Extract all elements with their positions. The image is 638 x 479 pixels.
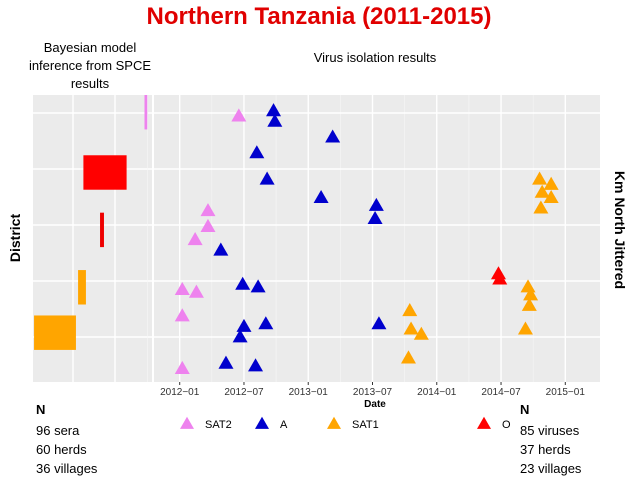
left-title-line-1: Bayesian model [44,40,137,55]
x-tick-label: 2014−01 [417,387,457,398]
legend-label-o: O [502,419,511,431]
x-tick-label: 2014−07 [481,387,521,398]
point-a [325,129,341,143]
point-a [368,197,384,211]
district-axis-label: District [7,214,23,263]
y-axis-label: Km North Jittered [612,171,628,289]
x-axis-ticks: 2012−01 2012−07 2013−01 2013−07 2014−01 2014−… [160,382,585,398]
point-sat2 [200,203,216,217]
x-axis-label: Date [364,399,386,410]
district-bars [34,95,148,350]
x-tick-label: 2013−01 [289,387,329,398]
point-sat1 [543,176,559,190]
point-sat2 [200,218,216,232]
point-o [492,271,508,285]
point-sat2 [174,360,190,374]
point-a [266,103,282,117]
left-title-line-3: results [71,76,110,91]
legend-marker-sat2 [180,416,194,429]
point-sat2 [174,308,190,322]
bar-district-1 [144,95,148,130]
legend-marker-a [255,416,269,429]
point-a [235,276,251,290]
point-a [371,316,387,330]
right-stat-viruses: 85 viruses [520,423,580,438]
point-a [248,358,264,372]
bar-district-2 [83,155,127,190]
right-n-label: N [520,402,529,417]
x-tick-label: 2015−01 [546,387,586,398]
point-a [232,329,248,343]
right-stat-herds: 37 herds [520,442,571,457]
left-stat-villages: 36 villages [36,461,98,476]
point-sat1 [533,200,549,214]
plot-grid [147,95,600,382]
right-stat-villages: 23 villages [520,461,582,476]
bar-district-4 [78,270,86,305]
point-sat1 [534,184,550,198]
point-a [236,318,252,332]
left-stat-sera: 96 sera [36,423,80,438]
point-a [213,242,229,256]
point-sat1 [523,287,539,301]
legend: SAT2 A SAT1 O [180,416,511,431]
point-sat2 [231,108,247,122]
x-tick-label: 2012−01 [160,387,200,398]
left-stat-herds: 60 herds [36,442,87,457]
point-a [259,171,275,185]
point-sat1 [520,279,536,293]
left-title-line-2: inference from SPCE [29,58,151,73]
point-a [249,145,265,159]
bar-district-5 [34,315,76,350]
point-sat1 [532,171,548,185]
x-tick-label: 2012−07 [224,387,264,398]
bar-district-3 [100,212,104,248]
point-sat1 [543,189,559,204]
left-n-label: N [36,402,45,417]
point-sat1 [521,297,537,311]
point-sat1 [413,326,429,340]
point-a [250,279,266,293]
point-a [367,211,383,225]
x-tick-label: 2013−07 [353,387,393,398]
point-a [218,355,234,369]
point-sat1 [517,321,533,335]
legend-label-sat1: SAT1 [352,419,379,431]
main-title: Northern Tanzania (2011-2015) [146,3,491,30]
point-sat2 [174,282,190,296]
point-a [313,189,329,204]
point-sat2 [187,232,203,246]
legend-marker-sat1 [327,416,341,429]
right-panel-title: Virus isolation results [314,50,437,65]
point-a [258,316,274,330]
legend-label-a: A [280,419,288,431]
legend-label-sat2: SAT2 [205,419,232,431]
data-points [174,103,559,374]
point-sat1 [403,321,419,335]
point-sat2 [188,284,204,298]
point-sat1 [402,303,418,317]
point-a [267,113,283,127]
legend-marker-o [477,416,491,429]
point-sat1 [400,350,416,364]
